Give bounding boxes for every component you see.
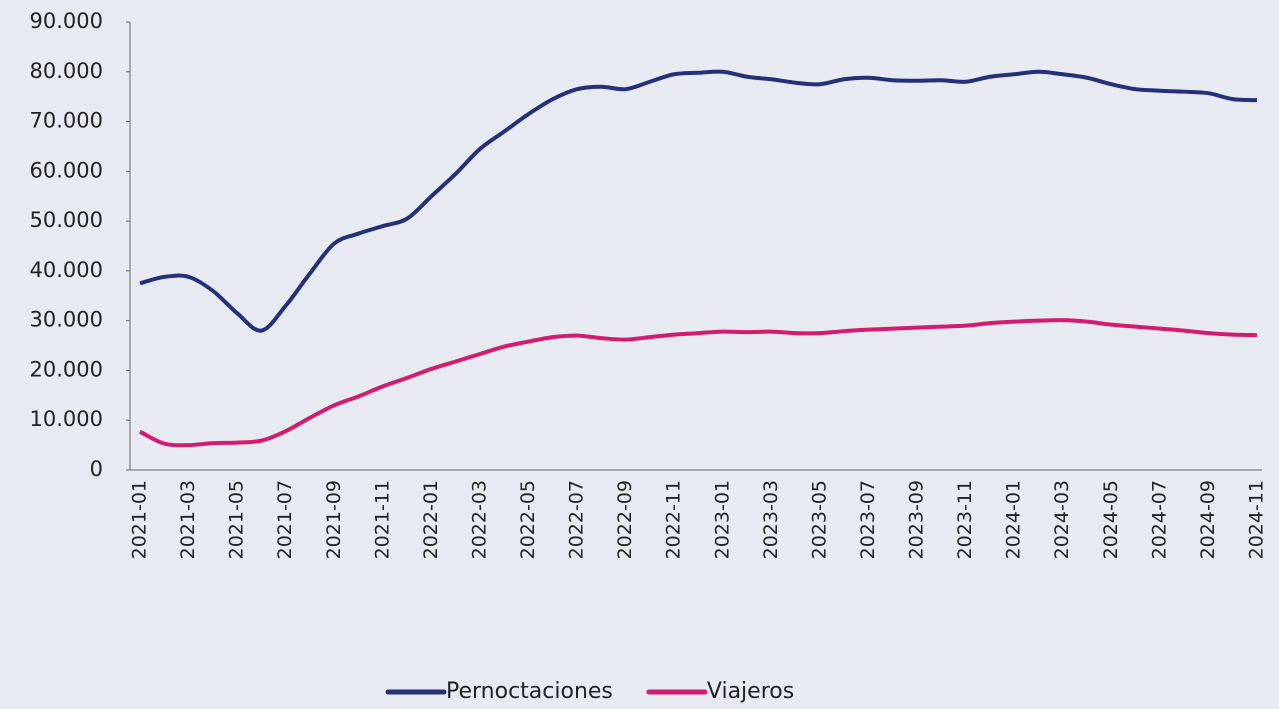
y-tick-label: 10.000 [30, 407, 103, 431]
x-tick-label: 2022-07 [566, 480, 588, 559]
y-tick-label: 80.000 [30, 59, 103, 83]
x-tick-label: 2024-01 [1003, 480, 1025, 559]
y-tick-label: 20.000 [30, 357, 103, 381]
x-tick-label: 2022-01 [420, 480, 442, 559]
x-tick-label: 2024-11 [1246, 480, 1268, 559]
x-tick-label: 2023-07 [857, 480, 879, 559]
y-tick-label: 40.000 [30, 258, 103, 282]
x-tick-label: 2023-05 [808, 480, 830, 559]
x-tick-label: 2023-03 [760, 480, 782, 559]
x-tick-label: 2023-01 [711, 480, 733, 559]
y-tick-label: 70.000 [30, 109, 103, 133]
x-tick-label: 2021-11 [371, 480, 393, 559]
x-tick-label: 2021-03 [177, 480, 199, 559]
y-tick-label: 0 [90, 457, 103, 481]
series-line [139, 69, 1258, 333]
x-tick-label: 2022-05 [517, 480, 539, 559]
y-tick-label: 90.000 [30, 9, 103, 33]
y-tick-label: 50.000 [30, 208, 103, 232]
x-tick-label: 2024-09 [1197, 480, 1219, 559]
x-tick-label: 2022-09 [614, 480, 636, 559]
x-tick-label: 2023-09 [906, 480, 928, 559]
series-line [139, 318, 1258, 448]
x-tick-label: 2024-05 [1100, 480, 1122, 559]
x-tick-label: 2021-09 [323, 480, 345, 559]
y-tick-label: 30.000 [30, 308, 103, 332]
x-tick-label: 2024-07 [1148, 480, 1170, 559]
legend-label: Viajeros [707, 679, 794, 704]
x-tick-label: 2023-11 [954, 480, 976, 559]
x-tick-label: 2021-05 [226, 480, 248, 559]
x-tick-label: 2021-07 [274, 480, 296, 559]
legend-label: Pernoctaciones [446, 679, 613, 704]
y-tick-label: 60.000 [30, 158, 103, 182]
x-tick-label: 2022-11 [663, 480, 685, 559]
x-tick-label: 2021-01 [129, 480, 151, 559]
x-tick-label: 2022-03 [468, 480, 490, 559]
x-tick-label: 2024-03 [1051, 480, 1073, 559]
